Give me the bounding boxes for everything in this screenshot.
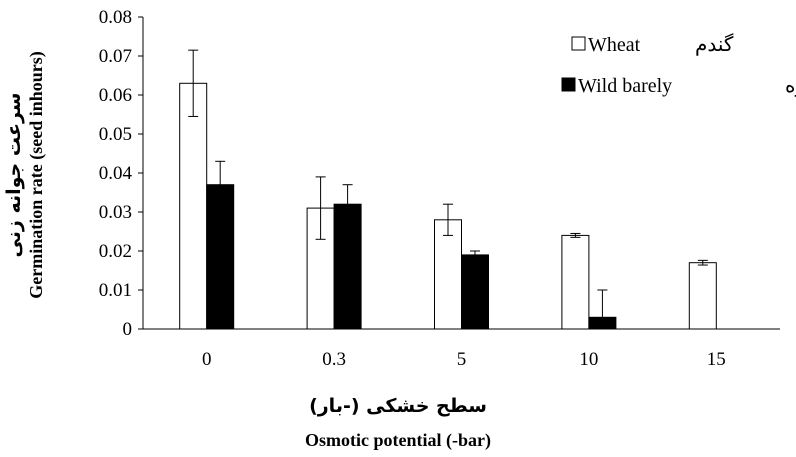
- x-tick-label: 5: [457, 349, 467, 370]
- error-bar-wild-barely: [597, 289, 608, 330]
- bar-wheat: [179, 82, 208, 330]
- legend-label-wild-barely: Wild barely: [578, 75, 672, 97]
- legend-swatch-wheat: [571, 36, 586, 51]
- legend-label-wheat: Wheat: [588, 34, 641, 56]
- y-tick-label: 0: [123, 319, 133, 340]
- error-bar-wild-barely: [215, 160, 226, 209]
- error-bars: [188, 49, 708, 330]
- bar-wild-barely: [206, 184, 235, 330]
- y-axis-title: Germination rate (seed inhours): [26, 51, 47, 298]
- x-ticks: 0 0.3 5 10 15: [202, 349, 726, 370]
- bar-wheat: [561, 234, 590, 330]
- bar-wild-barely: [461, 254, 489, 330]
- y-tick-label: 0.02: [99, 241, 132, 262]
- x-tick-label: 10: [579, 349, 598, 370]
- error-bar-wheat: [443, 203, 453, 236]
- error-bar-wheat: [570, 232, 581, 238]
- bar-wild-barely: [333, 203, 362, 330]
- y-tick-label: 0.04: [99, 163, 133, 184]
- legend-label-wild-barely-fa: جودره: [785, 75, 796, 97]
- error-bar-wheat: [188, 49, 199, 117]
- bar-wheat: [434, 219, 462, 330]
- error-bar-wheat: [697, 259, 708, 266]
- y-ticks: 0 0.01 0.02 0.03 0.04 0.05 0.06 0.07 0.08: [99, 7, 143, 340]
- y-tick-label: 0.07: [99, 46, 132, 67]
- x-tick-label: 15: [707, 349, 726, 370]
- y-tick-label: 0.08: [99, 7, 132, 28]
- error-bar-wild-barely: [470, 250, 480, 260]
- error-bar-wheat: [315, 176, 326, 240]
- y-tick-label: 0.05: [99, 124, 132, 145]
- error-bar-wild-barely: [342, 184, 353, 225]
- x-axis-title: Osmotic potential (-bar): [305, 430, 491, 451]
- legend-swatch-wild-barely: [561, 77, 576, 92]
- legend-label-wheat-fa: گندم: [695, 33, 734, 56]
- y-axis-title-fa: سرعت جوانه زنی: [3, 93, 25, 258]
- legend: Wheat گندم Wild barely جودره: [561, 33, 796, 97]
- bars: [179, 82, 717, 330]
- y-tick-label: 0.03: [99, 202, 132, 223]
- x-tick-label: 0: [202, 349, 212, 370]
- x-axis-title-fa: سطح خشکی (-بار): [309, 395, 487, 417]
- x-tick-label: 0.3: [322, 349, 346, 370]
- y-tick-label: 0.01: [99, 280, 132, 301]
- y-tick-label: 0.06: [99, 85, 132, 106]
- bar-wheat: [688, 262, 717, 330]
